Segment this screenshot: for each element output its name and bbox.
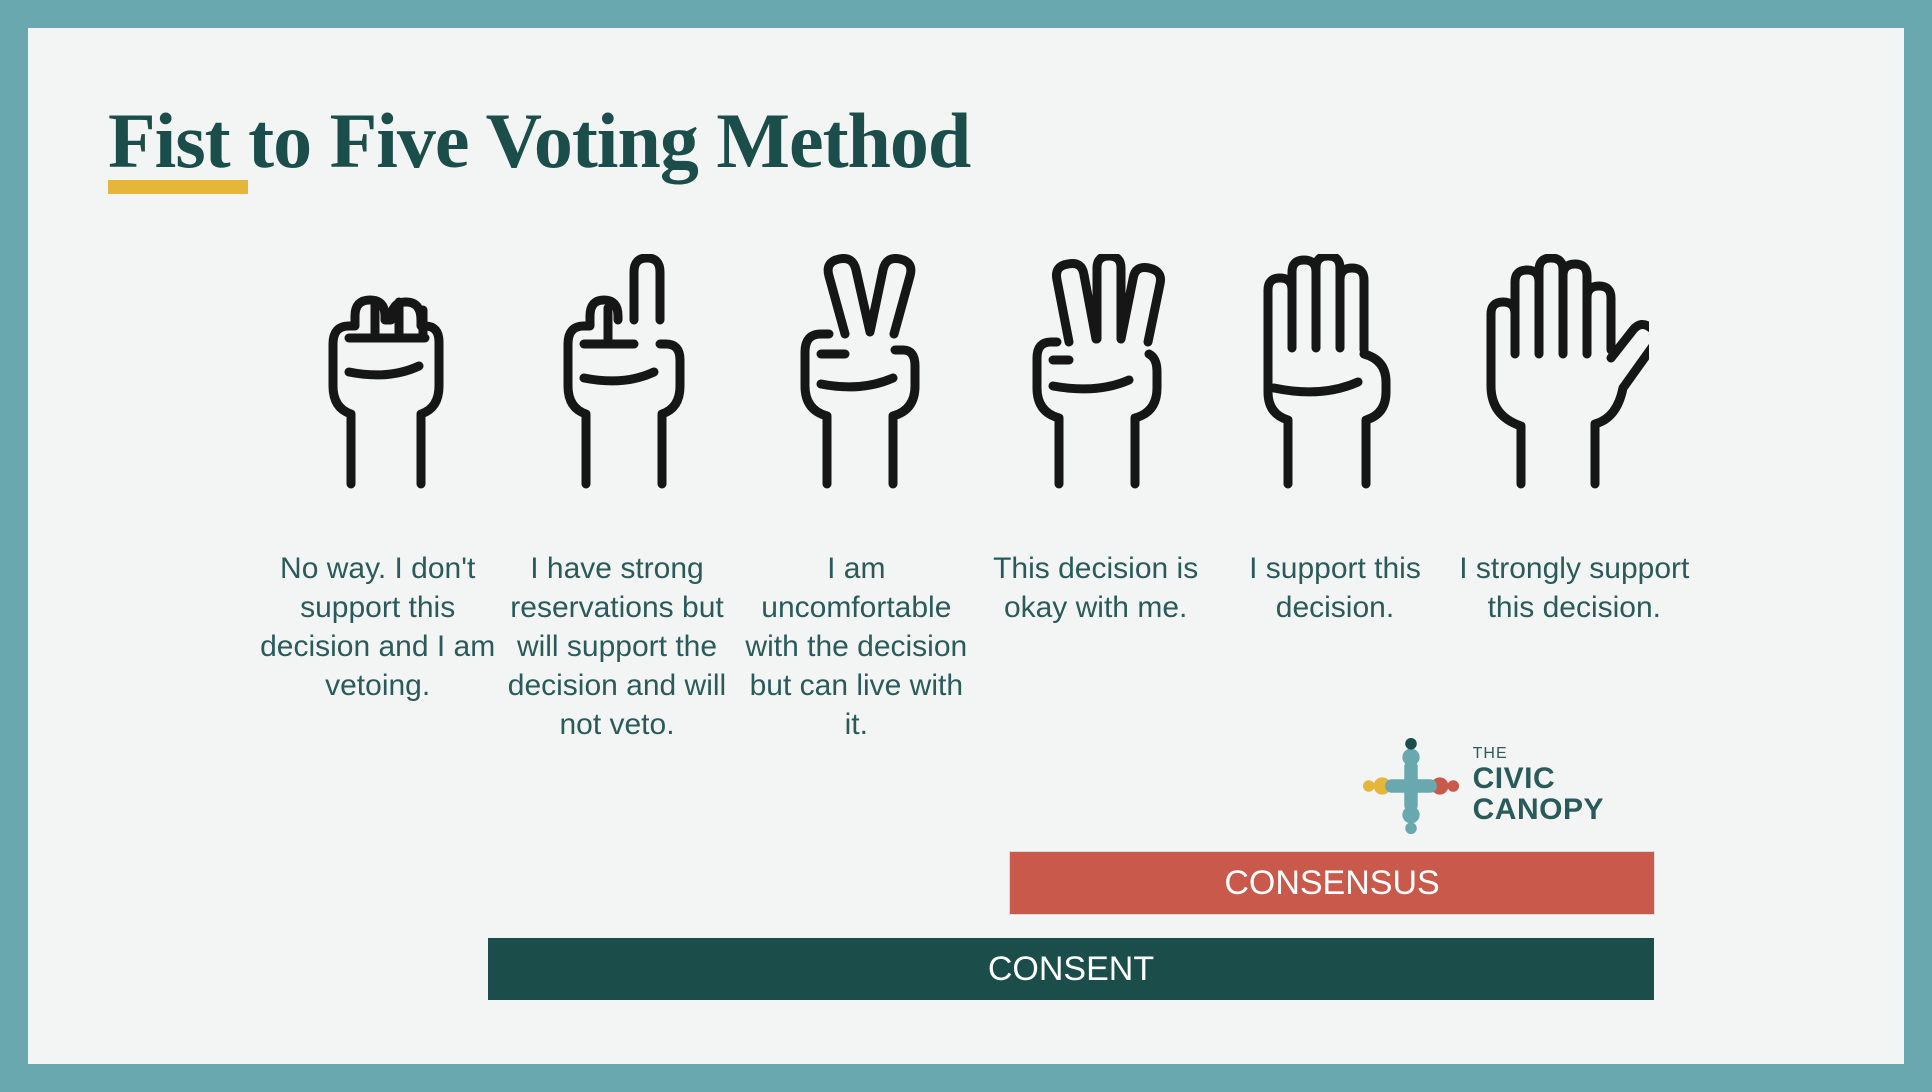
one-icon [538, 254, 708, 494]
label-3: This decision is okay with me. [976, 549, 1215, 627]
logo-line1: THE [1473, 746, 1604, 763]
label-1: I have strong reservations but will supp… [497, 549, 736, 744]
label-2: I am uncomfortable with the decision but… [737, 549, 976, 744]
consent-bar: CONSENT [488, 938, 1654, 1000]
logo-line2: CIVIC [1473, 763, 1604, 795]
label-4: I support this decision. [1215, 549, 1454, 627]
hand-2 [748, 254, 968, 499]
three-icon [1009, 254, 1179, 494]
logo-plus-icon [1363, 738, 1459, 834]
consent-label: CONSENT [988, 950, 1154, 989]
hand-1 [513, 254, 733, 499]
two-icon [773, 254, 943, 494]
slide-content: Fist to Five Voting Method [28, 28, 1904, 1064]
hands-row [278, 254, 1674, 499]
hand-5 [1454, 254, 1674, 499]
logo-text: THE CIVIC CANOPY [1473, 746, 1604, 826]
hand-0 [278, 254, 498, 499]
label-5: I strongly support this decision. [1455, 549, 1694, 627]
page-title: Fist to Five Voting Method [108, 96, 1824, 186]
fist-icon [303, 254, 473, 494]
five-icon [1479, 254, 1649, 494]
hand-3 [984, 254, 1204, 499]
consensus-label: CONSENSUS [1224, 864, 1439, 903]
hand-4 [1219, 254, 1439, 499]
label-0: No way. I don't support this decision an… [258, 549, 497, 705]
civic-canopy-logo: THE CIVIC CANOPY [1363, 738, 1604, 834]
consensus-bar: CONSENSUS [1010, 852, 1654, 914]
labels-row: No way. I don't support this decision an… [258, 549, 1694, 744]
logo-line3: CANOPY [1473, 794, 1604, 826]
four-icon [1244, 254, 1414, 494]
